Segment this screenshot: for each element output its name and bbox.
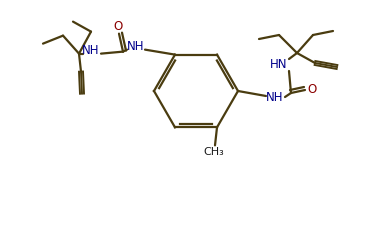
Text: NH: NH (82, 44, 100, 57)
Text: CH₃: CH₃ (204, 147, 225, 157)
Text: O: O (113, 20, 122, 33)
Text: O: O (307, 82, 317, 96)
Text: NH: NH (127, 40, 145, 53)
Text: HN: HN (270, 58, 288, 71)
Text: NH: NH (266, 91, 284, 103)
